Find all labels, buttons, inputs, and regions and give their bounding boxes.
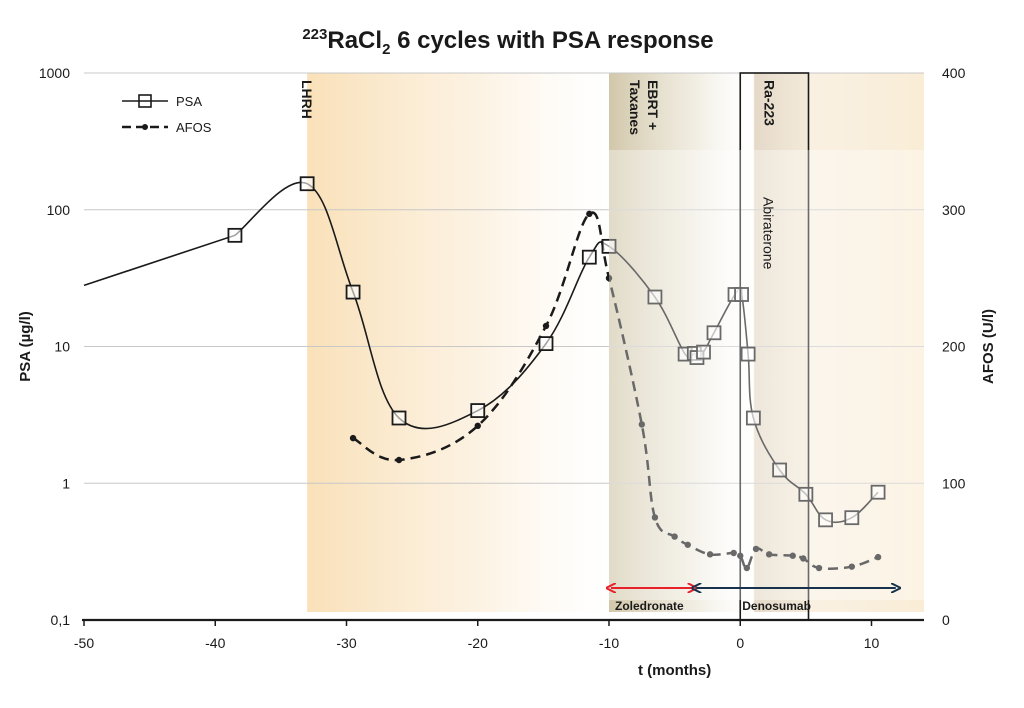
post-therapy-fade	[609, 150, 924, 600]
psa-point	[740, 346, 756, 362]
psa-point	[647, 289, 663, 305]
afos-point	[586, 210, 593, 218]
title-superscript: 223	[302, 26, 327, 43]
afos-point	[874, 553, 882, 561]
afos-point	[815, 564, 823, 572]
psa-point	[818, 512, 833, 528]
y-right-tick-label: 400	[942, 65, 966, 81]
period-label-ebrt: EBRT +	[645, 80, 661, 130]
gridlines	[84, 72, 924, 484]
afos-point	[671, 533, 678, 540]
afos-point	[752, 545, 760, 553]
y-right-tick-label: 100	[942, 475, 966, 491]
x-tick-label: 0	[736, 635, 744, 651]
afos-point	[743, 564, 751, 572]
legend-psa-label: PSA	[176, 94, 202, 109]
y-left-tick-label: 1	[62, 475, 70, 491]
legend-afos-label: AFOS	[176, 120, 212, 135]
afos-point	[651, 514, 659, 521]
period-label-ra223: Ra-223	[762, 80, 778, 126]
title-rest: 6 cycles with PSA response	[390, 27, 713, 54]
psa-point	[772, 462, 788, 478]
period-label-lhrh: LHRH	[299, 80, 315, 119]
psa-point	[227, 227, 243, 243]
psa-point	[299, 176, 315, 192]
psa-point	[870, 484, 886, 500]
x-tick-label: -10	[599, 635, 619, 651]
legend-psa-square-icon	[138, 94, 152, 108]
title-subscript: 2	[382, 41, 390, 58]
afos-point	[765, 551, 773, 558]
x-tick-label: -40	[205, 635, 225, 651]
period-lhrh-band	[307, 73, 609, 612]
psa-point	[706, 325, 722, 341]
afos-point	[638, 421, 646, 428]
y-left-tick-label: 100	[47, 202, 71, 218]
treatment-bars: Zoledronate Denosumab	[611, 588, 896, 613]
afos-point	[789, 552, 796, 559]
x-tick-label: -20	[468, 635, 488, 651]
afos-point	[706, 551, 714, 558]
y-right-tick-label: 300	[942, 202, 966, 218]
afos-point	[542, 322, 550, 330]
psa-point	[470, 403, 486, 418]
psa-point	[601, 238, 617, 254]
afos-point	[349, 434, 357, 442]
afos-point	[395, 456, 403, 464]
period-ra223-band	[754, 73, 809, 612]
y-left-tick-label: 0,1	[51, 612, 71, 628]
y-axis-right-label: AFOS (U/l)	[980, 309, 997, 384]
x-tick-label: -50	[74, 635, 94, 651]
afos-point	[474, 422, 481, 430]
period-ebrt-taxanes-band	[609, 73, 754, 612]
psa-point	[844, 510, 860, 526]
ra223-outline-box	[739, 72, 810, 621]
psa-point	[745, 410, 761, 426]
afos-point	[800, 555, 807, 562]
afos-point	[848, 563, 856, 570]
denosumab-label: Denosumab	[742, 599, 811, 613]
period-label-abiraterone: Abiraterone	[761, 197, 777, 270]
x-tick-label: -30	[336, 635, 356, 651]
afos-point	[605, 274, 613, 282]
psa-point	[391, 410, 407, 426]
y-left-tick-label: 1000	[39, 65, 70, 81]
treatment-periods	[307, 73, 924, 612]
psa-point	[734, 287, 749, 302]
afos-point	[684, 541, 691, 548]
zoledronate-label: Zoledronate	[615, 599, 684, 613]
period-label-taxanes: Taxanes	[627, 80, 643, 135]
y-axis-left-label: PSA (µg/l)	[17, 311, 34, 382]
y-right-tick-label: 200	[942, 339, 966, 355]
period-labels: LHRH EBRT + Taxanes Abiraterone Ra-223	[299, 80, 778, 270]
x-tick-label: 10	[864, 635, 880, 651]
psa-point	[696, 344, 711, 360]
title-main: RaCl	[327, 27, 382, 54]
psa-point	[345, 284, 361, 300]
y-right-tick-label: 0	[942, 612, 950, 628]
x-axis-label: t (months)	[638, 662, 711, 679]
psa-point	[538, 336, 554, 352]
y-left-tick-label: 10	[54, 339, 70, 355]
afos-point	[730, 549, 737, 557]
chart-title: 223RaCl2 6 cycles with PSA response	[302, 26, 713, 58]
psa-point	[581, 249, 597, 265]
legend: PSA AFOS	[122, 94, 212, 135]
legend-afos-dot-icon	[142, 124, 148, 130]
